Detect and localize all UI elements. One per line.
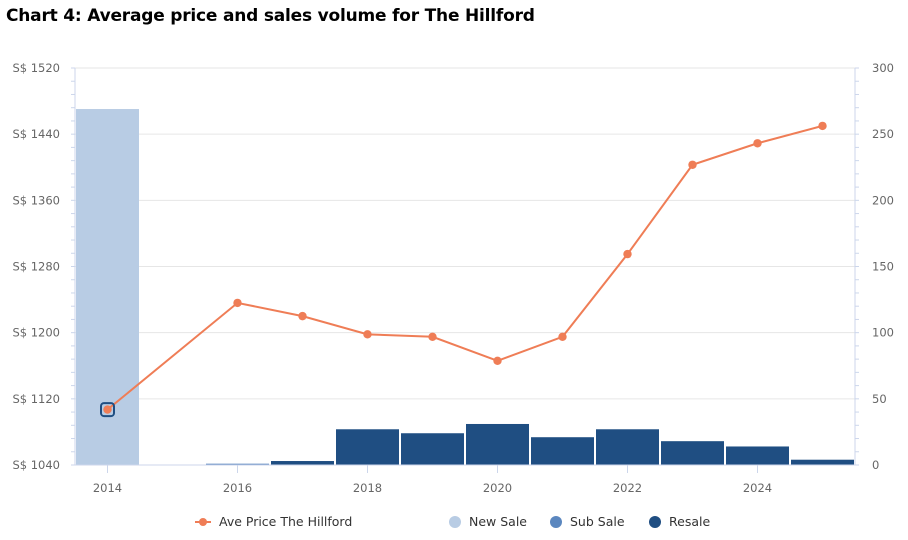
legend-label: Resale	[669, 514, 711, 529]
price-point-2021	[558, 332, 567, 342]
circle-icon	[649, 515, 661, 528]
line-marker-icon	[195, 516, 211, 528]
bar-sub-sale-2016	[206, 463, 269, 466]
gridlines	[75, 67, 855, 466]
x-tick-label: 2018	[353, 481, 382, 495]
bars	[76, 109, 854, 466]
tick-labels: S$ 1040 S$ 1120 S$ 1200 S$ 1280 S$ 1360 S$ 14…	[12, 61, 894, 495]
price-line-path	[106, 124, 823, 411]
price-point-2019	[428, 332, 437, 342]
y-right-tick-label: 150	[872, 260, 894, 274]
y-left-tick-label: S$ 1040	[12, 458, 60, 472]
bar-resale-2020	[466, 423, 529, 465]
y-right-tick-label: 300	[872, 61, 894, 75]
circle-icon	[449, 515, 461, 528]
y-left-tick-label: S$ 1440	[12, 127, 60, 141]
bar-resale-2024	[726, 446, 789, 465]
y-left-tick-label: S$ 1120	[12, 392, 60, 406]
y-right-tick-label: 100	[872, 326, 894, 340]
legend-label: New Sale	[469, 514, 527, 529]
circle-icon	[550, 515, 562, 528]
price-point-2020	[493, 356, 502, 365]
axes	[71, 67, 859, 473]
price-line	[100, 121, 827, 418]
price-point-2016	[233, 298, 242, 308]
y-left-tick-label: S$ 1520	[12, 61, 60, 75]
legend: Ave Price The Hillford New Sale Sub Sale…	[0, 514, 908, 534]
x-tick-label: 2014	[93, 481, 122, 495]
y-left-tick-label: S$ 1280	[12, 260, 60, 274]
price-point-2022	[623, 249, 632, 259]
price-point-2014	[103, 405, 112, 414]
x-tick-label: 2024	[743, 481, 772, 495]
y-right-tick-label: 200	[872, 193, 894, 207]
chart-title: Chart 4: Average price and sales volume …	[6, 6, 535, 26]
x-tick-label: 2020	[483, 481, 512, 495]
y-right-tick-label: 0	[872, 458, 879, 472]
bar-resale-2021	[531, 437, 594, 465]
bar-resale-2019	[401, 433, 464, 465]
legend-item-resale[interactable]: Resale	[649, 514, 710, 529]
y-right-tick-label: 50	[872, 392, 887, 406]
legend-item-ave-price[interactable]: Ave Price The Hillford	[195, 514, 352, 529]
highlight-marker	[100, 402, 115, 418]
price-point-2018	[363, 330, 372, 339]
price-point-2023	[688, 160, 697, 169]
x-tick-label: 2016	[223, 481, 252, 495]
bar-resale-2017	[271, 461, 334, 465]
y-right-tick-label: 250	[872, 127, 894, 141]
y-left-tick-label: S$ 1360	[12, 193, 60, 207]
y-left-tick-label: S$ 1200	[12, 326, 60, 340]
price-point-2024	[753, 139, 762, 148]
legend-item-sub-sale[interactable]: Sub Sale	[550, 514, 625, 529]
price-point-2025	[818, 121, 827, 131]
bar-resale-2022	[596, 429, 659, 465]
bar-resale-2023	[661, 441, 724, 465]
x-tick-label: 2022	[613, 481, 642, 495]
bar-resale-2018	[336, 429, 399, 465]
legend-label: Sub Sale	[570, 514, 625, 529]
price-point-2017	[298, 311, 307, 321]
bar-resale-2025	[791, 459, 854, 465]
legend-label: Ave Price The Hillford	[219, 514, 353, 529]
legend-item-new-sale[interactable]: New Sale	[449, 514, 527, 529]
